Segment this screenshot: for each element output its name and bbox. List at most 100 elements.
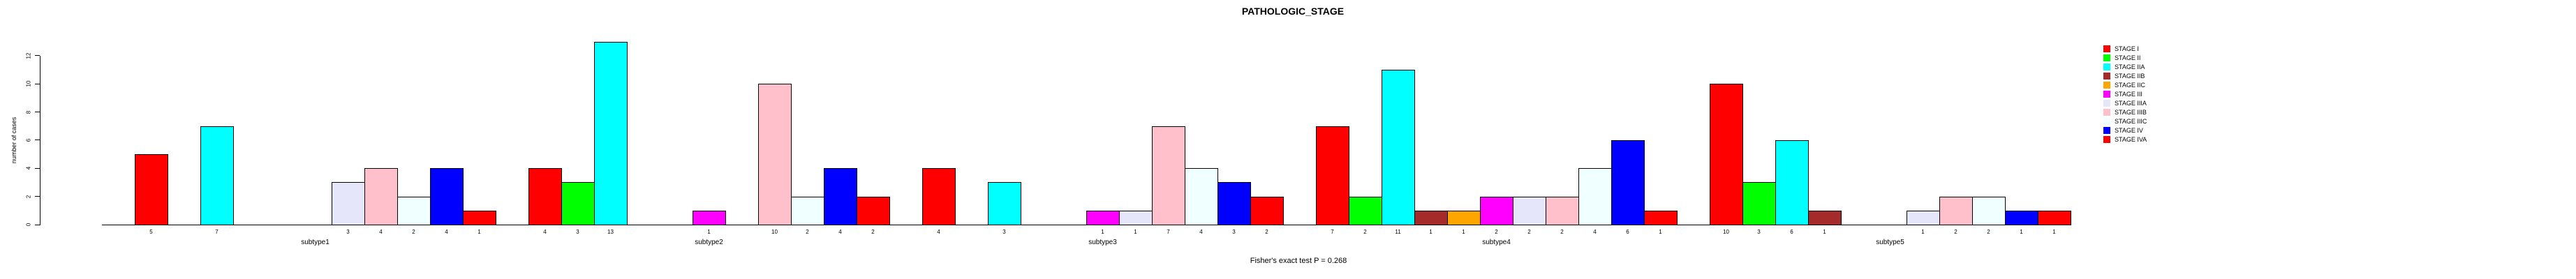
bar-value-label: 7	[215, 229, 219, 235]
legend-label: STAGE IIIA	[2115, 100, 2147, 107]
legend-item: STAGE IVA	[2103, 136, 2201, 145]
legend-label: STAGE IV	[2115, 127, 2143, 134]
y-tick-label: 8	[25, 110, 32, 114]
legend-label: STAGE IIIB	[2115, 109, 2147, 116]
bar	[824, 168, 857, 225]
bar	[1480, 197, 1513, 225]
bar	[397, 197, 431, 225]
legend-swatch	[2103, 118, 2110, 125]
bar	[463, 211, 496, 225]
legend-item: STAGE III	[2103, 91, 2201, 100]
bar	[1382, 70, 1415, 225]
bar-value-label: 2	[1495, 229, 1498, 235]
y-tick-label: 12	[25, 52, 32, 59]
legend-swatch	[2103, 109, 2110, 116]
bar-value-label: 2	[1527, 229, 1531, 235]
bar	[1316, 126, 1349, 225]
group-label: subtype3	[1088, 239, 1117, 246]
legend-item: STAGE IIIA	[2103, 100, 2201, 109]
fisher-test-caption: Fisher's exact test P = 0.268	[1250, 257, 1347, 265]
bar	[857, 197, 890, 225]
legend-label: STAGE IIC	[2115, 82, 2145, 89]
bar-value-label: 3	[1002, 229, 1006, 235]
bar	[1349, 197, 1382, 225]
bar-value-label: 5	[149, 229, 153, 235]
bar-value-label: 1	[1659, 229, 1662, 235]
bar	[693, 211, 726, 225]
bar-value-label: 4	[543, 229, 547, 235]
bar-value-label: 11	[1395, 229, 1401, 235]
bar-value-label: 2	[871, 229, 875, 235]
bar	[1808, 211, 1842, 225]
group-label: subtype4	[1482, 239, 1511, 246]
bar-value-label: 1	[1823, 229, 1826, 235]
bar	[1250, 197, 1284, 225]
bar-value-label: 1	[1134, 229, 1137, 235]
chart-title: PATHOLOGIC_STAGE	[1241, 6, 1345, 17]
bar-value-label: 2	[806, 229, 809, 235]
bar	[1644, 211, 1678, 225]
bar-value-label: 2	[1363, 229, 1367, 235]
bar-value-label: 3	[346, 229, 350, 235]
bar-value-label: 3	[1232, 229, 1236, 235]
bar-value-label: 3	[576, 229, 579, 235]
bar-value-label: 7	[1167, 229, 1170, 235]
bar	[1119, 211, 1153, 225]
bar	[922, 168, 956, 225]
legend-swatch	[2103, 63, 2110, 70]
bar-value-label: 4	[937, 229, 940, 235]
legend-item: STAGE IIC	[2103, 82, 2201, 91]
bar-value-label: 4	[379, 229, 383, 235]
legend-item: STAGE IIIB	[2103, 109, 2201, 118]
legend-swatch	[2103, 127, 2110, 134]
legend-label: STAGE IIB	[2115, 73, 2145, 80]
bar	[1513, 197, 1546, 225]
bar-value-label: 1	[707, 229, 711, 235]
bar	[364, 168, 398, 225]
legend-label: STAGE III	[2115, 91, 2142, 98]
bar-value-label: 2	[1987, 229, 1990, 235]
y-axis-label: number of cases	[10, 116, 17, 164]
bar	[1775, 140, 1809, 225]
legend-label: STAGE I	[2115, 45, 2139, 52]
bar	[1546, 197, 1579, 225]
bar-value-label: 2	[1265, 229, 1268, 235]
bar-value-label: 4	[445, 229, 448, 235]
legend-swatch	[2103, 136, 2110, 143]
legend-label: STAGE II	[2115, 54, 2141, 61]
bar-value-label: 4	[1593, 229, 1597, 235]
bar	[791, 197, 824, 225]
bar-value-label: 2	[1954, 229, 1957, 235]
bar	[758, 84, 792, 225]
bar-value-label: 6	[1626, 229, 1629, 235]
bar	[332, 182, 365, 225]
bar-value-label: 1	[1429, 229, 1433, 235]
legend-item: STAGE II	[2103, 54, 2201, 63]
bar	[1578, 168, 1612, 225]
bar-value-label: 3	[1757, 229, 1761, 235]
bar-value-label: 13	[607, 229, 614, 235]
bar	[1710, 84, 1743, 225]
legend-label: STAGE IIA	[2115, 63, 2145, 70]
bar	[988, 182, 1021, 225]
legend-swatch	[2103, 45, 2110, 52]
legend-swatch	[2103, 82, 2110, 89]
bar-value-label: 6	[1790, 229, 1793, 235]
bar	[561, 182, 595, 225]
bar-value-label: 2	[412, 229, 415, 235]
legend-swatch	[2103, 54, 2110, 61]
legend-swatch	[2103, 100, 2110, 107]
bar-value-label: 7	[1331, 229, 1334, 235]
y-tick-label: 4	[25, 167, 32, 170]
bar-value-label: 10	[1723, 229, 1729, 235]
y-tick	[35, 196, 40, 197]
bar-value-label: 2	[1560, 229, 1564, 235]
y-tick-label: 0	[25, 223, 32, 227]
bar	[135, 154, 168, 225]
bar	[1939, 197, 1973, 225]
bar-value-label: 4	[838, 229, 842, 235]
bar	[1185, 168, 1218, 225]
legend-item: STAGE IIA	[2103, 63, 2201, 73]
bar-value-label: 1	[1462, 229, 1465, 235]
